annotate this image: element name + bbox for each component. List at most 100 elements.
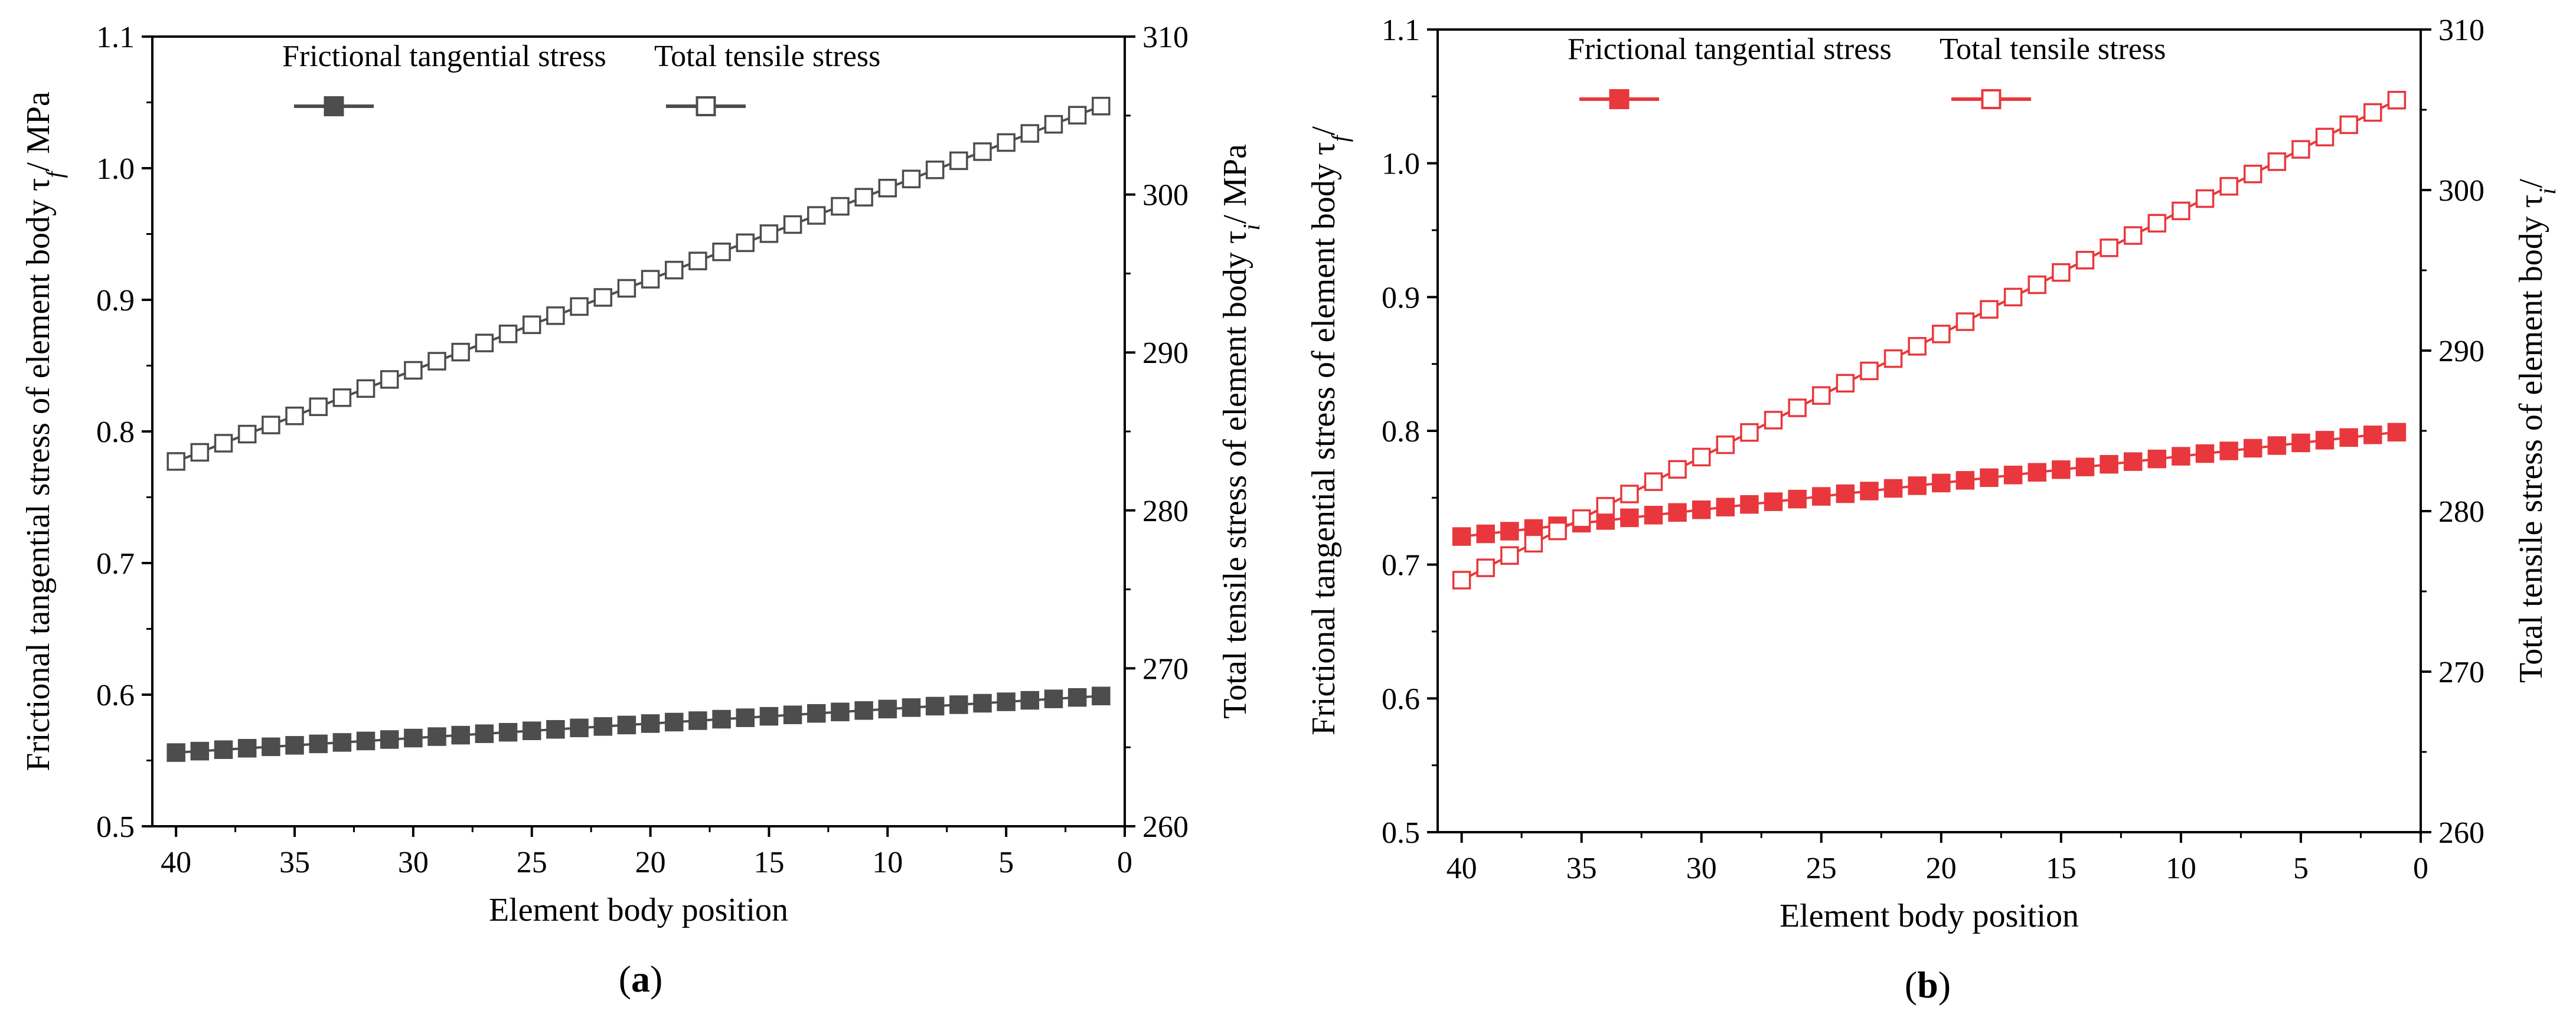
x-tick-label: 20 — [1926, 852, 1957, 885]
y-left-tick-label: 0.8 — [96, 416, 135, 449]
data-point — [1092, 96, 1111, 116]
data-point — [1860, 361, 1879, 381]
y-right-tick-label: 280 — [1142, 495, 1189, 528]
data-point — [1476, 558, 1495, 577]
y-right-tick-label: 260 — [1142, 810, 1189, 844]
data-point — [166, 452, 185, 471]
data-point — [1596, 497, 1615, 516]
y-right-axis-title: Total tensile stress of element body τi/… — [1217, 144, 1265, 719]
data-point — [404, 361, 423, 380]
data-point — [878, 699, 897, 719]
y-left-tick-label: 0.7 — [96, 547, 135, 581]
data-point — [854, 701, 873, 720]
legend-marker — [696, 96, 716, 116]
data-point — [427, 352, 446, 371]
data-point — [1692, 500, 1711, 519]
y-right-tick-label: 280 — [2438, 495, 2484, 529]
data-point — [522, 315, 541, 335]
data-point — [617, 715, 636, 735]
data-point — [1668, 460, 1687, 479]
data-point — [1740, 495, 1759, 514]
data-point — [831, 197, 850, 216]
data-point — [380, 370, 399, 389]
data-point — [2123, 226, 2143, 245]
y-left-tick-label: 1.0 — [1382, 148, 1420, 181]
legend-marker — [324, 96, 344, 116]
data-point — [641, 270, 660, 289]
x-tick-label: 10 — [2166, 852, 2196, 885]
legend-entry: Total tensile stress — [1940, 32, 2166, 109]
data-point — [2267, 436, 2287, 455]
data-point — [593, 717, 612, 736]
data-point — [1044, 689, 1063, 708]
data-point — [2052, 460, 2071, 479]
data-point — [475, 333, 494, 352]
legend-label: Total tensile stress — [654, 40, 880, 73]
data-point — [1548, 521, 1567, 541]
data-point — [617, 279, 636, 298]
data-point — [997, 692, 1016, 711]
figure-caption: (b) — [1905, 964, 1951, 1006]
legend-label: Frictional tangential stress — [282, 40, 606, 73]
legend-entry: Total tensile stress — [654, 40, 880, 116]
data-point — [2387, 90, 2407, 110]
data-point — [1764, 411, 1783, 430]
data-point — [1836, 374, 1855, 393]
data-point — [1932, 325, 1951, 343]
data-point — [665, 712, 684, 732]
y-right-axis-title: Total tensile stress of element body τi/ — [2513, 179, 2561, 683]
data-point — [925, 696, 945, 716]
data-point — [2147, 214, 2167, 233]
data-point — [902, 169, 921, 189]
y-right-tick-label: 300 — [2438, 174, 2484, 208]
data-point — [237, 424, 257, 444]
data-point — [332, 388, 352, 407]
data-point — [546, 720, 565, 739]
y-left-tick-label: 0.8 — [1382, 415, 1420, 449]
data-point — [2267, 152, 2287, 171]
data-point — [522, 721, 541, 740]
chart-b: 40 35 30 25 20 15 10 5 0 0.5 0.6 0.7 0.8 0.9 1.0 1.1 260… — [1305, 14, 2561, 1006]
data-point — [1692, 447, 1711, 467]
data-point — [2387, 423, 2407, 442]
data-point — [807, 704, 826, 723]
y-right-tick-label: 290 — [2438, 335, 2484, 368]
data-point — [665, 260, 684, 280]
data-point — [736, 708, 755, 727]
data-point — [262, 416, 280, 434]
data-point — [712, 709, 731, 729]
data-point — [1644, 472, 1663, 491]
data-point — [285, 406, 304, 426]
data-point — [309, 397, 328, 416]
series-line — [1461, 99, 2398, 581]
series-frictional — [1452, 423, 2407, 546]
data-point — [498, 324, 518, 343]
data-point — [2243, 439, 2262, 458]
data-point — [783, 705, 802, 724]
data-point — [1716, 435, 1735, 454]
x-tick-label: 5 — [2293, 852, 2309, 885]
data-point — [593, 288, 612, 307]
data-point — [2028, 463, 2046, 482]
data-point — [356, 379, 376, 398]
data-point — [1788, 398, 1807, 417]
x-tick-label: 35 — [279, 846, 310, 879]
y-right-tick-label: 260 — [2438, 816, 2484, 850]
data-point — [570, 297, 589, 316]
data-point — [2219, 441, 2238, 460]
data-point — [2195, 189, 2215, 208]
data-point — [2123, 452, 2143, 471]
x-axis-title: Element body position — [489, 892, 788, 928]
series-line — [176, 695, 1101, 754]
data-point — [2363, 103, 2382, 122]
data-point — [949, 695, 968, 714]
data-point — [2100, 454, 2118, 474]
data-point — [427, 727, 446, 746]
data-point — [2291, 140, 2310, 159]
data-point — [2315, 431, 2335, 450]
data-point — [1067, 688, 1087, 707]
data-point — [1500, 522, 1519, 541]
x-tick-label: 25 — [1806, 852, 1837, 885]
y-right-tick-label: 310 — [1142, 21, 1189, 54]
